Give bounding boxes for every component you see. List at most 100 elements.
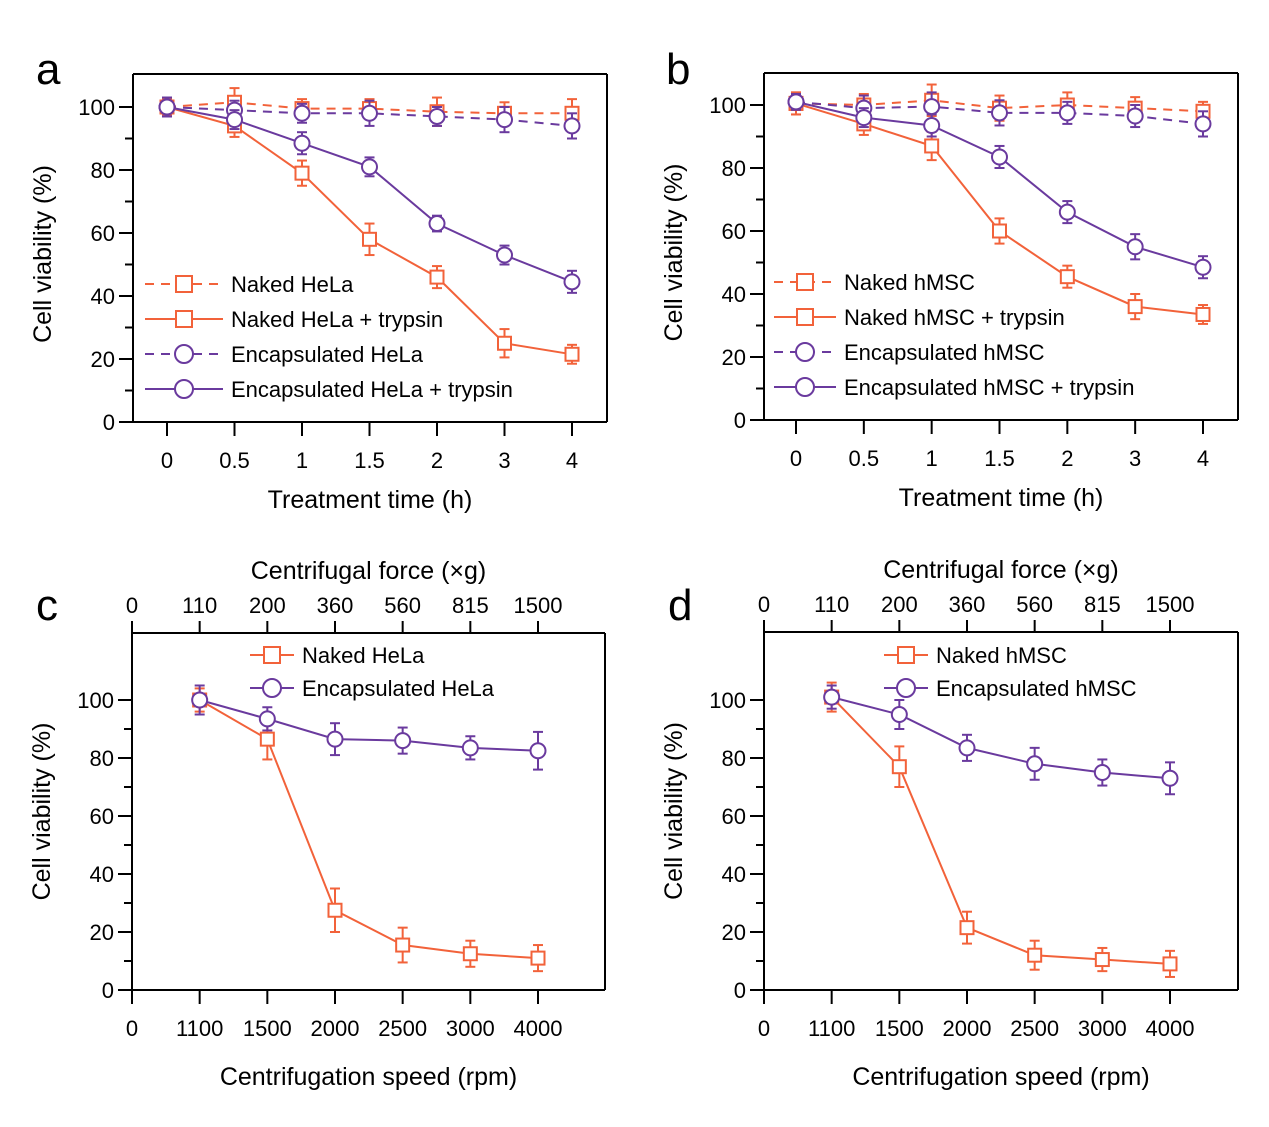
y-tick-label: 40 bbox=[722, 282, 746, 307]
data-point-circle bbox=[326, 730, 344, 748]
top-x-tick-label: 815 bbox=[452, 593, 489, 618]
data-point-circle bbox=[158, 98, 176, 116]
y-tick-label: 60 bbox=[91, 221, 115, 246]
data-point-square bbox=[891, 759, 907, 775]
legend-label: Naked HeLa bbox=[302, 643, 425, 668]
y-tick-label: 0 bbox=[734, 978, 746, 1003]
data-point-circle bbox=[1026, 755, 1044, 773]
data-point-square bbox=[959, 920, 975, 936]
y-tick-label: 0 bbox=[103, 410, 115, 435]
legend-marker-circle bbox=[174, 379, 194, 399]
plot-frame bbox=[118, 632, 606, 991]
top-x-axis-title: Centrifugal force (×g) bbox=[883, 556, 1119, 584]
legend-marker-circle bbox=[262, 678, 282, 698]
y-tick-label: 20 bbox=[722, 920, 746, 945]
legend-item: Encapsulated hMSC bbox=[884, 676, 1137, 701]
data-point-square bbox=[462, 946, 478, 962]
series-encapsulated-hmsc-trypsin bbox=[787, 92, 1212, 280]
legend-marker-square bbox=[175, 310, 193, 328]
y-tick-label: 0 bbox=[734, 408, 746, 433]
data-point-circle bbox=[361, 158, 378, 176]
x-tick-label: 4 bbox=[1197, 446, 1209, 471]
x-tick-label: 4 bbox=[566, 448, 578, 473]
panel-letter: b bbox=[666, 45, 690, 94]
y-tick-label: 80 bbox=[722, 156, 746, 181]
x-tick-label: 1100 bbox=[808, 1016, 855, 1041]
legend-label: Naked HeLa bbox=[231, 272, 354, 297]
x-tick-label: 0 bbox=[790, 446, 802, 471]
y-tick-label: 80 bbox=[90, 746, 114, 771]
data-point-circle bbox=[226, 111, 243, 129]
legend: Naked HeLa Encapsulated HeLa bbox=[250, 643, 495, 701]
legend-item: Naked hMSC bbox=[774, 270, 975, 295]
data-point-circle bbox=[823, 688, 841, 706]
legend-label: Encapsulated HeLa bbox=[302, 676, 495, 701]
y-tick-label: 60 bbox=[722, 219, 746, 244]
plot-frame bbox=[750, 72, 1239, 421]
top-x-tick-label: 0 bbox=[758, 592, 770, 617]
data-point-square bbox=[564, 346, 580, 362]
y-tick-label: 0 bbox=[102, 978, 114, 1003]
y-axis-title: Cell viability (%) bbox=[660, 164, 688, 342]
x-tick-label: 1.5 bbox=[984, 446, 1015, 471]
legend-marker-circle bbox=[896, 678, 916, 698]
legend-marker-square bbox=[796, 308, 814, 326]
data-point-square bbox=[530, 950, 546, 966]
series-naked-hela bbox=[192, 687, 546, 973]
data-point-circle bbox=[496, 246, 513, 264]
series-line bbox=[830, 696, 1171, 965]
legend-marker-circle bbox=[795, 377, 815, 397]
legend-item: Encapsulated HeLa bbox=[250, 676, 495, 701]
data-point-circle bbox=[787, 93, 805, 111]
y-tick-label: 80 bbox=[722, 746, 746, 771]
data-point-square bbox=[1059, 269, 1075, 285]
data-point-square bbox=[294, 165, 310, 181]
legend-item: Naked HeLa bbox=[250, 643, 425, 668]
data-point-square bbox=[429, 269, 445, 285]
series-line bbox=[199, 699, 539, 960]
data-point-circle bbox=[958, 739, 976, 757]
panel-b: b 0 20 40 60 80 100 0 0.5 1 1.5 2 3 4 Treatment time (… bbox=[660, 45, 1239, 512]
data-point-circle bbox=[855, 109, 873, 127]
y-tick-label: 60 bbox=[90, 804, 114, 829]
data-point-square bbox=[924, 138, 940, 154]
y-tick-label: 40 bbox=[90, 862, 114, 887]
data-point-square bbox=[992, 223, 1007, 239]
x-tick-label: 0 bbox=[758, 1016, 770, 1041]
x-tick-label: 2000 bbox=[311, 1016, 360, 1041]
data-point-circle bbox=[1194, 115, 1212, 133]
x-tick-label: 1100 bbox=[176, 1016, 223, 1041]
panel-d: d 0 20 40 60 80 100 0 1100 1500 2000 2500 3000 4000 0 1… bbox=[660, 556, 1239, 1091]
legend: Naked HeLa Naked HeLa + trypsin Encapsulat… bbox=[145, 272, 513, 402]
series-encapsulated-hmsc bbox=[823, 684, 1179, 796]
data-point-circle bbox=[361, 104, 378, 122]
legend-item: Naked hMSC bbox=[884, 643, 1067, 668]
legend-item: Encapsulated hMSC + trypsin bbox=[774, 375, 1134, 400]
data-point-circle bbox=[293, 104, 311, 122]
x-tick-label: 2 bbox=[431, 448, 443, 473]
data-point-square bbox=[395, 937, 411, 953]
series-line bbox=[831, 696, 1171, 780]
y-axis-title: Cell viability (%) bbox=[29, 165, 57, 343]
series-encapsulated-hela bbox=[191, 684, 547, 771]
x-tick-label: 0 bbox=[126, 1016, 138, 1041]
data-point-circle bbox=[428, 107, 446, 125]
y-tick-label: 100 bbox=[709, 688, 746, 713]
data-point-square bbox=[362, 231, 377, 247]
panel-letter: a bbox=[36, 45, 61, 94]
x-tick-label: 3 bbox=[498, 448, 510, 473]
legend-item: Encapsulated HeLa + trypsin bbox=[145, 377, 513, 402]
top-x-tick-label: 560 bbox=[384, 593, 421, 618]
data-point-circle bbox=[1126, 107, 1144, 125]
x-tick-label: 0 bbox=[161, 448, 173, 473]
data-point-circle bbox=[890, 706, 908, 723]
legend-marker-square bbox=[263, 646, 281, 664]
data-point-circle bbox=[496, 111, 513, 129]
legend-item: Naked HeLa bbox=[145, 272, 354, 297]
top-x-tick-label: 110 bbox=[182, 593, 217, 618]
legend-marker-circle bbox=[174, 344, 194, 364]
x-axis-title: Centrifugation speed (rpm) bbox=[220, 1063, 517, 1091]
y-tick-label: 20 bbox=[91, 347, 115, 372]
legend-label: Naked HeLa + trypsin bbox=[231, 307, 443, 332]
y-axis-title: Cell viability (%) bbox=[28, 723, 56, 901]
